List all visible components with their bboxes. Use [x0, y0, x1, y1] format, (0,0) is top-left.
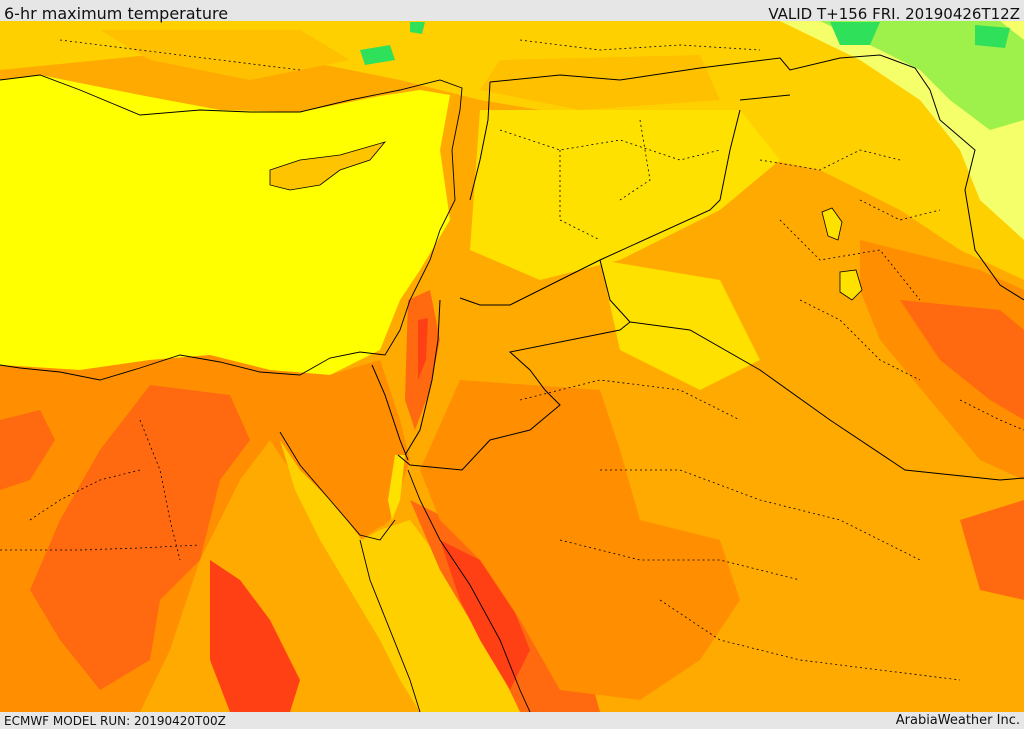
cyprus-island: [269, 141, 387, 191]
footer-bar: ECMWF MODEL RUN: 20190420T00Z ArabiaWeat…: [0, 712, 1024, 729]
temperature-map: [0, 21, 1024, 712]
gulf-of-aqaba: [388, 455, 405, 520]
iraq-gold-band: [600, 260, 760, 390]
aegean-green-spots: [360, 22, 425, 65]
model-run: ECMWF MODEL RUN: 20190420T00Z: [4, 714, 226, 728]
southeast-hot-zone: [960, 500, 1024, 600]
map-title: 6-hr maximum temperature: [4, 4, 229, 23]
caucasus-cool-spots: [830, 22, 1010, 48]
province-boundaries: [0, 39, 1024, 681]
jordan-valley-red: [418, 318, 428, 380]
title-bar: 6-hr maximum temperature VALID T+156 FRI…: [0, 0, 1024, 23]
red-sea: [280, 440, 530, 712]
coastlines: [0, 74, 531, 712]
sinai-peninsula: [285, 360, 405, 535]
anatolia-gold-patches: [100, 30, 720, 110]
arabia-dark-orange: [420, 380, 740, 700]
valid-time: VALID T+156 FRI. 20190426T12Z: [768, 5, 1020, 23]
map-canvas: [0, 21, 1024, 712]
anatolia-region: [0, 21, 1024, 280]
iran-red-orange: [900, 300, 1024, 420]
caucasus-green-zone: [820, 21, 1024, 130]
western-desert-hot: [0, 410, 55, 490]
mediterranean-sea: [0, 75, 450, 375]
hejaz-red-strip: [440, 540, 530, 690]
credit: ArabiaWeather Inc.: [895, 713, 1020, 728]
egypt-red-orange-zone: [30, 385, 250, 690]
syria-gold-zone: [470, 110, 780, 280]
lake-razazza: [839, 269, 863, 301]
country-borders: [371, 54, 1024, 481]
lake-tharthar: [821, 207, 843, 241]
nile-valley-red: [210, 560, 300, 712]
